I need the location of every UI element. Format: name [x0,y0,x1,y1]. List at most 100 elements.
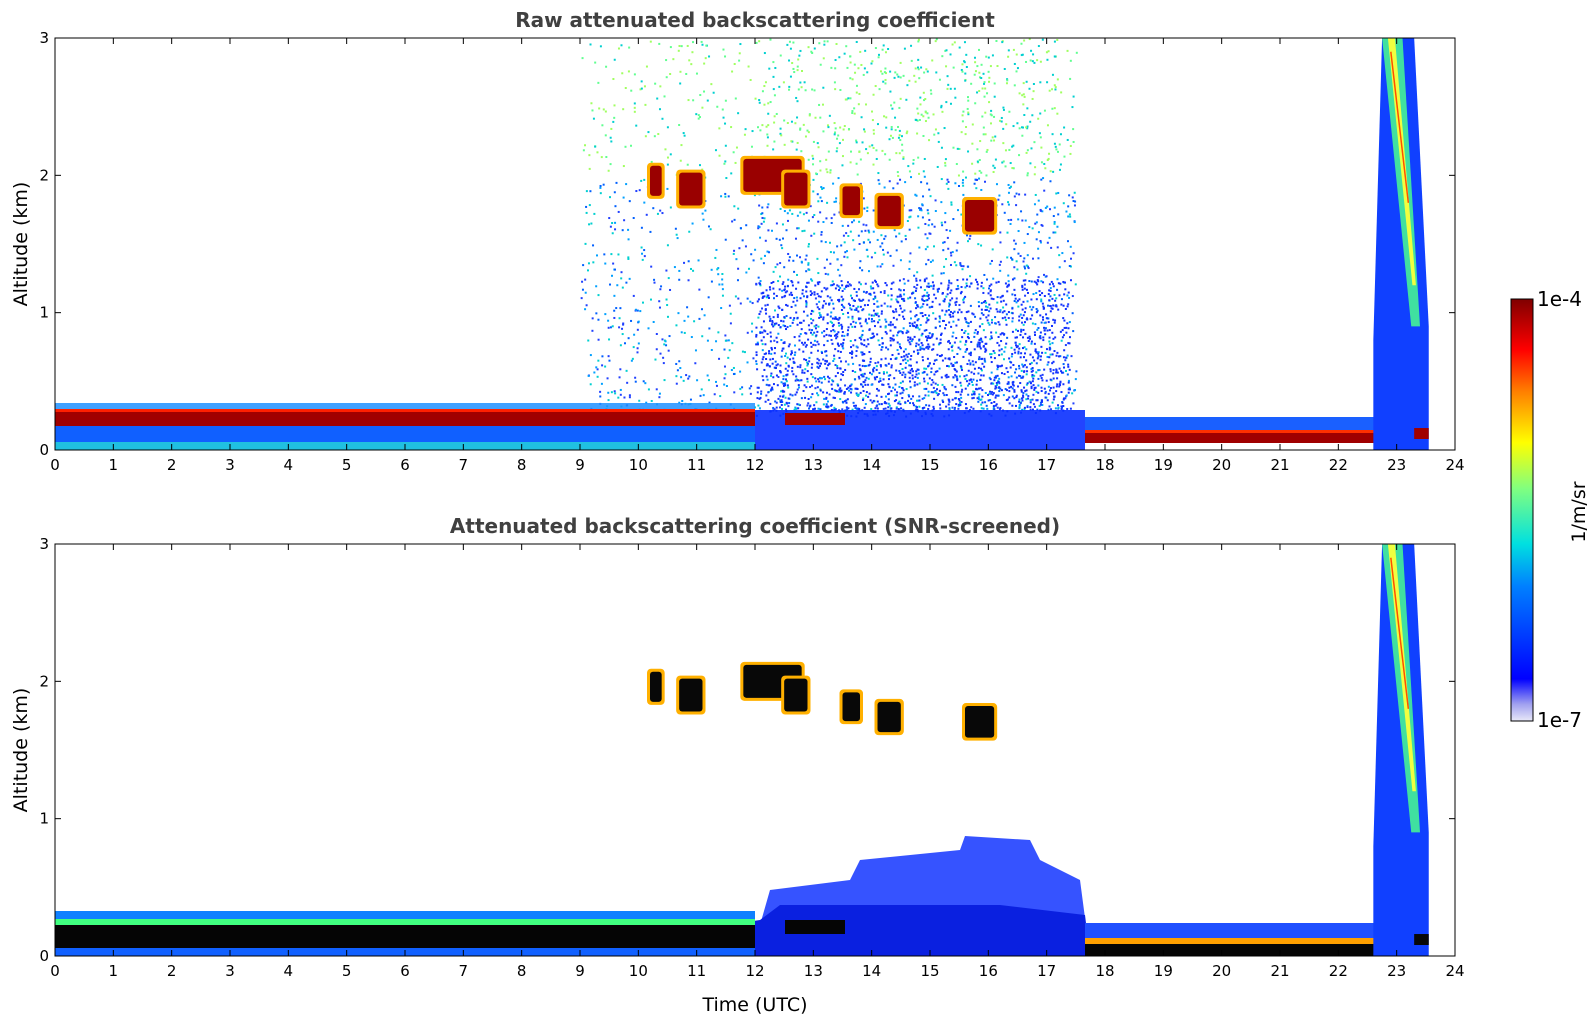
x-tick-label: 20 [1212,962,1231,980]
noise-pixel [1011,320,1014,323]
noise-pixel [588,167,591,170]
noise-pixel [834,375,837,378]
noise-pixel [1004,282,1007,285]
noise-pixel [816,357,819,360]
noise-pixel [724,195,727,198]
noise-pixel [914,315,917,318]
noise-pixel [899,304,902,307]
noise-pixel [922,170,925,173]
noise-pixel [602,108,605,111]
noise-pixel [765,383,768,386]
noise-pixel [1008,110,1011,113]
noise-pixel [960,131,963,134]
noise-pixel [1030,49,1033,52]
noise-pixel [1039,136,1042,139]
noise-pixel [799,127,802,130]
noise-pixel [973,182,976,185]
noise-pixel [1018,92,1021,95]
noise-pixel [908,267,911,270]
noise-pixel [939,403,942,406]
noise-pixel [730,126,733,129]
noise-pixel [797,227,800,230]
noise-pixel [802,123,805,126]
noise-pixel [678,401,681,404]
noise-pixel [810,234,813,237]
noise-pixel [731,70,734,73]
noise-pixel [783,210,786,213]
noise-pixel [976,287,979,290]
noise-pixel [870,373,873,376]
noise-pixel [697,117,700,120]
noise-pixel [989,353,992,356]
noise-pixel [877,380,880,383]
noise-pixel [953,261,956,264]
noise-pixel [1066,354,1069,357]
noise-pixel [1009,162,1012,165]
noise-pixel [960,367,963,370]
noise-pixel [1036,309,1039,312]
noise-pixel [778,288,781,291]
noise-pixel [782,375,785,378]
noise-pixel [687,279,690,282]
noise-pixel [872,93,875,96]
noise-pixel [659,352,662,355]
noise-pixel [722,116,725,119]
noise-pixel [966,347,969,350]
noise-pixel [957,407,960,410]
noise-pixel [759,236,762,239]
noise-pixel [1011,387,1014,390]
noise-pixel [962,193,965,196]
noise-pixel [1000,353,1003,356]
noise-pixel [1044,327,1047,330]
noise-pixel [780,319,783,322]
noise-pixel [1034,348,1037,351]
noise-pixel [884,235,887,238]
noise-pixel [926,336,929,339]
noise-pixel [809,290,812,293]
noise-pixel [805,270,808,273]
noise-pixel [834,127,837,130]
noise-pixel [1048,348,1051,351]
noise-pixel [1038,290,1041,293]
noise-pixel [1024,307,1027,310]
noise-pixel [943,385,946,388]
noise-pixel [872,129,875,132]
noise-pixel [955,249,958,252]
noise-pixel [1065,331,1068,334]
noise-pixel [589,190,592,193]
noise-pixel [1044,321,1047,324]
noise-pixel [852,299,855,302]
noise-pixel [704,57,707,60]
noise-pixel [993,357,996,360]
noise-pixel [769,402,772,405]
noise-pixel [587,339,590,342]
noise-pixel [679,82,682,85]
noise-pixel [775,112,778,115]
noise-pixel [858,336,861,339]
noise-pixel [925,346,928,349]
noise-pixel [779,127,782,130]
noise-pixel [793,270,796,273]
noise-pixel [909,380,912,383]
noise-pixel [798,386,801,389]
noise-pixel [1004,319,1007,322]
noise-pixel [922,134,925,137]
noise-pixel [949,291,952,294]
noise-pixel [783,316,786,319]
noise-pixel [818,311,821,314]
noise-pixel [807,158,810,161]
noise-pixel [974,70,977,73]
noise-pixel [934,326,937,329]
noise-pixel [968,379,971,382]
noise-pixel [939,341,942,344]
noise-pixel [948,281,951,284]
noise-pixel [872,132,875,135]
noise-pixel [895,407,898,410]
x-tick-label: 19 [1154,456,1173,474]
cloud-core [679,172,703,206]
noise-pixel [661,338,664,341]
noise-pixel [773,140,776,143]
noise-pixel [627,70,630,73]
noise-pixel [799,128,802,131]
noise-pixel [756,391,759,394]
